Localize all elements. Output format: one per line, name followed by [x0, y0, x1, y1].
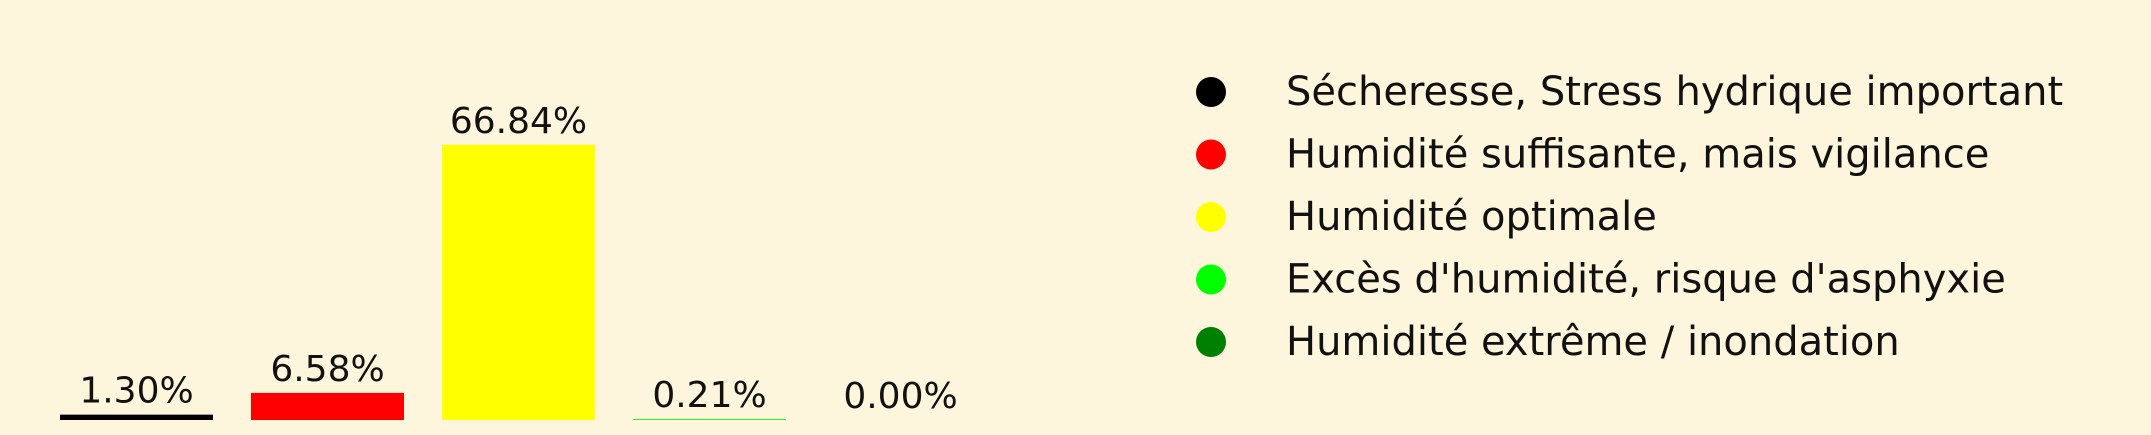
legend-marker-2: [1196, 139, 1226, 170]
bar-4: [633, 419, 786, 420]
bar-value-label-3: 66.84%: [450, 101, 587, 142]
value-labels-group: 1.30% 6.58% 66.84% 0.21% 0.00%: [79, 101, 957, 417]
legend-label-5: Humidité extrême / inondation: [1286, 319, 1900, 365]
legend-marker-4: [1196, 264, 1226, 295]
legend: Sécheresse, Stress hydrique important Hum…: [1196, 69, 2063, 365]
legend-label-1: Sécheresse, Stress hydrique important: [1286, 69, 2063, 115]
bar-2: [251, 392, 404, 420]
bar-value-label-5: 0.00%: [843, 376, 957, 417]
bar-value-label-2: 6.58%: [270, 349, 384, 390]
legend-label-2: Humidité suffisante, mais vigilance: [1286, 132, 1989, 178]
legend-label-3: Humidité optimale: [1286, 194, 1657, 240]
legend-label-4: Excès d'humidité, risque d'asphyxie: [1286, 257, 2006, 303]
bars-group: [60, 144, 786, 420]
bar-3: [442, 144, 595, 420]
legend-marker-5: [1196, 327, 1226, 357]
bar-1: [60, 414, 213, 420]
bar-value-label-1: 1.30%: [79, 371, 193, 412]
legend-marker-3: [1196, 202, 1226, 232]
legend-marker-1: [1196, 77, 1226, 107]
bar-value-label-4: 0.21%: [652, 375, 766, 416]
